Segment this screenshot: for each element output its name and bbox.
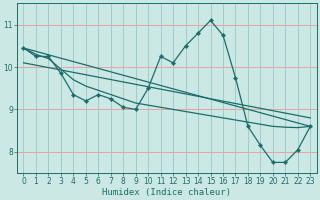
X-axis label: Humidex (Indice chaleur): Humidex (Indice chaleur) [102,188,231,197]
